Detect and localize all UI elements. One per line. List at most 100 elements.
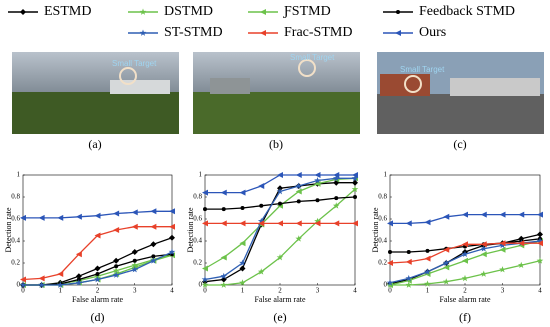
marker bbox=[388, 250, 392, 254]
marker bbox=[442, 259, 450, 266]
marker bbox=[499, 246, 506, 253]
y-axis-label: Detection rate bbox=[371, 207, 380, 253]
x-tick-label: 2 bbox=[96, 287, 100, 295]
marker bbox=[499, 266, 506, 273]
legend-label: Frac-STMD bbox=[284, 25, 352, 40]
y-axis-label: Detection rate bbox=[186, 207, 195, 253]
marker bbox=[220, 254, 227, 261]
marker bbox=[480, 270, 488, 277]
marker bbox=[131, 266, 139, 273]
marker bbox=[114, 264, 119, 269]
marker bbox=[258, 183, 265, 189]
marker bbox=[517, 261, 525, 269]
x-tick-label: 1 bbox=[241, 287, 245, 295]
marker bbox=[480, 245, 488, 252]
marker bbox=[57, 271, 64, 277]
marker bbox=[95, 272, 100, 276]
marker bbox=[537, 211, 543, 218]
marker bbox=[221, 207, 226, 212]
marker bbox=[38, 281, 45, 288]
marker bbox=[480, 251, 487, 258]
y-tick-label: 0.2 bbox=[193, 259, 202, 267]
marker bbox=[75, 273, 82, 280]
marker bbox=[151, 254, 156, 259]
marker bbox=[169, 223, 175, 230]
marker bbox=[443, 213, 450, 220]
marker bbox=[332, 174, 340, 182]
x-tick-label: 3 bbox=[316, 287, 320, 295]
marker bbox=[395, 30, 401, 36]
photo-label: Small Target bbox=[290, 53, 335, 62]
marker bbox=[314, 177, 321, 184]
caption: (f) bbox=[459, 310, 471, 324]
marker bbox=[139, 29, 147, 36]
marker bbox=[352, 179, 358, 186]
marker bbox=[168, 248, 176, 255]
photo-label: Small Target bbox=[112, 59, 157, 68]
marker bbox=[75, 279, 83, 286]
photo-label: Small Target bbox=[400, 65, 445, 74]
marker bbox=[239, 220, 246, 227]
legend-label: Feedback STMD bbox=[419, 4, 515, 19]
marker bbox=[150, 241, 157, 248]
marker bbox=[396, 10, 400, 14]
marker bbox=[351, 174, 359, 182]
marker bbox=[94, 276, 101, 283]
marker bbox=[518, 240, 525, 247]
marker bbox=[257, 268, 265, 275]
marker bbox=[405, 258, 412, 265]
marker bbox=[220, 281, 228, 288]
marker bbox=[333, 220, 340, 227]
marker bbox=[239, 279, 246, 286]
marker bbox=[239, 240, 246, 247]
marker bbox=[332, 202, 340, 209]
legend-label: DSTMD bbox=[164, 4, 213, 19]
marker bbox=[131, 209, 138, 216]
marker bbox=[405, 220, 412, 227]
marker bbox=[537, 240, 543, 247]
marker bbox=[38, 214, 45, 221]
marker bbox=[424, 271, 431, 277]
y-tick-label: 0.2 bbox=[11, 259, 20, 267]
marker bbox=[150, 257, 157, 264]
y-tick-label: 0 bbox=[384, 281, 388, 289]
marker bbox=[240, 206, 245, 210]
marker bbox=[20, 214, 26, 221]
y-tick-label: 0.8 bbox=[193, 193, 202, 201]
marker bbox=[277, 172, 283, 178]
x-tick-label: 0 bbox=[203, 287, 207, 295]
x-tick-label: 4 bbox=[538, 287, 542, 295]
marker bbox=[201, 281, 209, 288]
marker bbox=[387, 282, 393, 288]
marker bbox=[424, 255, 431, 262]
caption: (e) bbox=[273, 310, 286, 324]
marker bbox=[462, 241, 468, 248]
y-tick-label: 0.4 bbox=[193, 237, 202, 245]
x-axis-label: False alarm rate bbox=[254, 295, 306, 304]
marker bbox=[112, 267, 120, 274]
marker bbox=[239, 265, 246, 272]
line bbox=[390, 260, 541, 286]
marker bbox=[295, 235, 303, 242]
y-tick-label: 0.6 bbox=[378, 215, 387, 223]
marker bbox=[169, 208, 175, 215]
legend-label: ESTMD bbox=[44, 4, 91, 19]
x-tick-label: 4 bbox=[170, 287, 174, 295]
x-tick-label: 0 bbox=[21, 287, 25, 295]
marker bbox=[94, 265, 101, 272]
marker bbox=[295, 188, 302, 195]
marker bbox=[220, 220, 227, 227]
x-tick-label: 1 bbox=[59, 287, 63, 295]
x-tick-label: 3 bbox=[133, 287, 137, 295]
marker bbox=[112, 271, 120, 278]
y-tick-label: 1 bbox=[17, 171, 21, 179]
marker bbox=[94, 212, 101, 219]
marker bbox=[38, 275, 45, 282]
marker bbox=[239, 189, 246, 196]
marker bbox=[443, 264, 450, 271]
marker bbox=[295, 182, 303, 189]
plot-area bbox=[389, 174, 541, 286]
marker bbox=[19, 281, 27, 288]
